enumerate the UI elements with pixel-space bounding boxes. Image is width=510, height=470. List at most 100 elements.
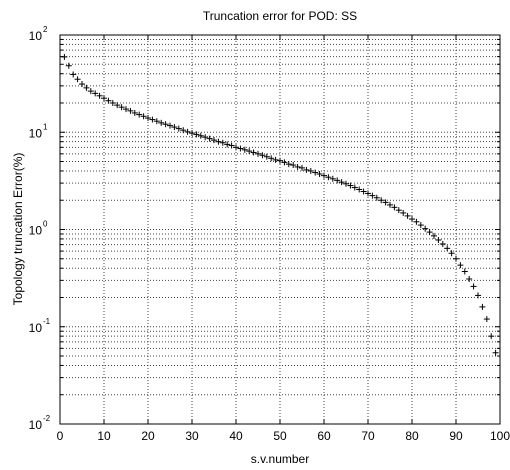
data-point	[259, 152, 266, 159]
x-tick-label: 30	[185, 429, 199, 443]
data-point	[79, 81, 85, 88]
grid	[60, 35, 500, 424]
data-point	[338, 179, 345, 186]
data-point	[285, 161, 292, 168]
data-point	[127, 107, 134, 114]
data-point	[307, 167, 314, 174]
data-point	[334, 177, 341, 184]
x-tick-label: 60	[317, 429, 331, 443]
y-axis-label: Topology truncation Error(%)	[11, 153, 25, 306]
data-point	[409, 216, 415, 223]
x-tick-label: 80	[405, 429, 419, 443]
data-point	[197, 132, 204, 139]
data-point	[233, 144, 239, 151]
data-point	[303, 166, 310, 173]
y-tick-label: 10 1	[29, 122, 48, 140]
data-point	[118, 104, 125, 111]
data-point	[123, 106, 129, 113]
data-point	[171, 124, 178, 131]
y-tick-label: 10 2	[29, 25, 48, 43]
data-point	[431, 232, 437, 239]
data-point	[470, 283, 477, 290]
data-point	[149, 116, 156, 123]
data-point	[387, 201, 393, 208]
data-point	[400, 209, 407, 216]
x-tick-label: 70	[361, 429, 375, 443]
data-point	[356, 186, 363, 193]
data-point	[277, 157, 283, 164]
data-point	[391, 204, 398, 211]
data-point	[457, 262, 464, 269]
data-point	[136, 111, 143, 118]
data-point	[365, 190, 371, 197]
x-axis-label: s.v.number	[251, 452, 309, 466]
data-point	[162, 121, 169, 128]
data-point	[299, 164, 305, 171]
data-point	[153, 118, 160, 125]
data-point	[87, 88, 94, 95]
y-tick-label-exponent: 2	[43, 25, 48, 34]
data-point	[224, 141, 231, 148]
data-point	[347, 182, 354, 189]
data-point	[483, 316, 490, 323]
data-point	[373, 194, 380, 201]
data-point	[453, 255, 459, 262]
data-point	[382, 199, 389, 206]
data-point	[189, 130, 195, 137]
data-point	[325, 174, 332, 181]
data-point	[263, 153, 270, 160]
data-point	[312, 169, 319, 176]
data-point	[448, 250, 455, 257]
data-point	[272, 156, 279, 163]
data-point	[475, 292, 481, 299]
data-point	[404, 212, 411, 219]
y-tick-label-base: 10	[29, 126, 43, 140]
x-tick-label: 100	[490, 429, 510, 443]
data-point	[369, 192, 376, 199]
y-tick-label-exponent: -1	[43, 317, 51, 326]
data-point	[70, 71, 77, 78]
data-point	[109, 99, 116, 106]
y-tick-label: 10 0	[29, 220, 48, 238]
y-tick-label-exponent: 0	[43, 220, 48, 229]
data-point	[219, 139, 226, 146]
data-point	[422, 225, 429, 232]
data-point	[413, 218, 420, 225]
x-tick-label: 40	[229, 429, 243, 443]
data-point	[193, 131, 200, 138]
chart-title: Truncation error for POD: SS	[203, 9, 357, 23]
data-point	[290, 162, 297, 169]
data-point	[360, 188, 367, 195]
data-point	[184, 128, 191, 135]
data-point	[439, 240, 446, 247]
data-point	[92, 90, 99, 97]
data-point	[466, 275, 473, 282]
data-point	[316, 171, 323, 178]
data-point	[105, 97, 112, 104]
data-point	[378, 197, 385, 204]
data-point	[131, 109, 138, 116]
data-point	[329, 175, 336, 182]
y-tick-label-exponent: -2	[43, 414, 51, 423]
data-point	[488, 333, 495, 340]
data-point	[343, 180, 349, 187]
data-point	[114, 102, 121, 109]
data-point	[237, 145, 244, 152]
data-point	[435, 236, 442, 243]
data-point	[426, 229, 433, 236]
data-point	[65, 62, 72, 69]
x-tick-label: 0	[57, 429, 64, 443]
data-point	[294, 163, 301, 170]
data-point	[211, 137, 217, 144]
y-tick-label-base: 10	[29, 224, 43, 238]
data-point	[250, 149, 257, 156]
data-point	[246, 148, 253, 155]
data-point	[215, 138, 222, 145]
data-point	[175, 125, 182, 132]
data-point	[206, 135, 213, 142]
data-point	[351, 184, 358, 191]
data-point	[479, 303, 486, 310]
y-tick-label-base: 10	[29, 29, 43, 43]
